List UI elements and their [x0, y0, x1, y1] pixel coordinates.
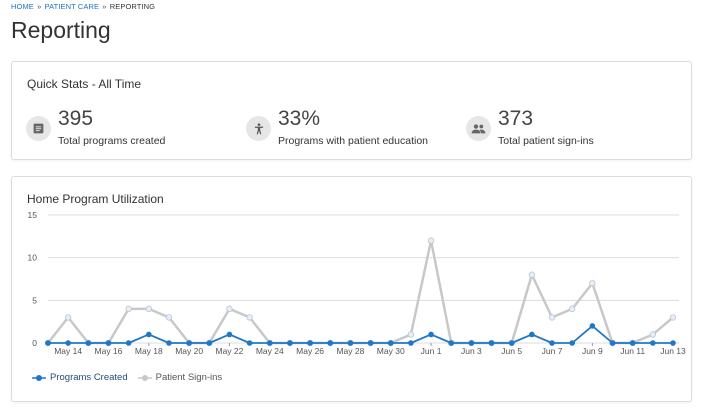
point-programs-created: [327, 340, 334, 346]
point-programs-created: [85, 340, 92, 346]
x-tick-label: May 18: [135, 346, 163, 356]
point-programs-created: [246, 340, 253, 346]
point-programs-created: [206, 340, 213, 346]
point-programs-created: [226, 331, 233, 338]
point-programs-created: [508, 340, 515, 346]
breadcrumb-home[interactable]: HOME: [11, 2, 34, 11]
point-programs-created: [428, 331, 434, 338]
quick-stats-title: Quick Stats - All Time: [27, 77, 142, 91]
x-tick-label: Jun 1: [421, 346, 442, 356]
point-programs-created: [287, 340, 293, 346]
point-programs-created: [569, 340, 575, 346]
point-programs-created: [65, 340, 71, 346]
page-title: Reporting: [11, 17, 111, 43]
point-programs-created: [609, 340, 616, 346]
y-tick-label: 0: [32, 338, 37, 348]
point-programs-created: [387, 340, 394, 346]
point-programs-created: [347, 340, 354, 346]
point-programs-created: [105, 340, 112, 346]
x-tick-label: May 20: [175, 346, 203, 356]
series-line-patient-signins: [47, 239, 674, 345]
stat-value: 373: [498, 107, 534, 130]
point-programs-created: [266, 340, 273, 346]
utilization-chart-svg: 0 5 10 15 May 14 May 16 May 18 May 20 May 22 May …: [28, 210, 686, 356]
legend-label: Patient Sign-ins: [155, 372, 223, 383]
point-patient-signins: [165, 314, 173, 321]
breadcrumb-separator: »: [37, 2, 42, 11]
point-programs-created: [650, 340, 656, 346]
point-patient-signins: [528, 271, 536, 278]
point-patient-signins: [669, 314, 677, 321]
point-patient-signins: [407, 331, 415, 338]
point-programs-created: [166, 340, 172, 346]
point-patient-signins: [64, 314, 72, 321]
point-programs-created: [125, 340, 132, 346]
stat-label: Total programs created: [58, 135, 166, 147]
x-tick-label: May 28: [336, 346, 364, 356]
point-programs-created: [307, 340, 313, 346]
accessibility-icon: [246, 116, 271, 141]
chart-legend: Programs Created Patient Sign-ins: [32, 372, 232, 383]
point-patient-signins: [226, 305, 233, 313]
point-patient-signins: [548, 314, 556, 321]
point-programs-created: [448, 340, 455, 346]
series-line-programs-created: [48, 325, 673, 344]
x-tick-label: May 16: [95, 346, 123, 356]
point-patient-signins: [589, 280, 596, 287]
point-programs-created: [589, 323, 596, 329]
stat-label: Programs with patient education: [278, 135, 428, 147]
x-tick-label: Jun 3: [461, 346, 482, 356]
x-tick-label: May 26: [296, 346, 324, 356]
x-tick-label: Jun 9: [582, 346, 603, 356]
breadcrumb-patient-care[interactable]: PATIENT CARE: [44, 2, 100, 11]
point-programs-created: [529, 331, 535, 338]
y-tick-label: 5: [32, 295, 37, 305]
x-tick-label: May 22: [216, 346, 244, 356]
point-programs-created: [670, 340, 676, 346]
y-tick-label: 10: [28, 253, 38, 263]
point-patient-signins: [427, 237, 435, 244]
point-programs-created: [45, 340, 51, 346]
utilization-chart: 0 5 10 15 May 14 May 16 May 18 May 20 May 22 May …: [12, 177, 693, 403]
point-patient-signins: [568, 305, 576, 313]
point-patient-signins: [145, 305, 153, 313]
utilization-card: Home Program Utilization 0 5 10 15 May 14 May…: [11, 176, 692, 402]
stat-label: Total patient sign-ins: [498, 135, 594, 147]
x-tick-label: Jun 7: [542, 346, 563, 356]
document-icon: [26, 116, 51, 141]
utilization-title: Home Program Utilization: [27, 192, 164, 206]
point-programs-created: [367, 340, 374, 346]
x-tick-label: Jun 11: [620, 346, 645, 356]
legend-programs-created[interactable]: Programs Created: [32, 372, 128, 383]
point-programs-created: [629, 340, 636, 346]
legend-patient-signins[interactable]: Patient Sign-ins: [137, 372, 223, 383]
stat-value: 33%: [278, 107, 321, 130]
point-patient-signins: [246, 314, 253, 321]
stat-value: 395: [58, 107, 94, 130]
breadcrumb-current: REPORTING: [109, 2, 156, 11]
quick-stats-card: Quick Stats - All Time 395 Total program…: [11, 61, 692, 160]
y-tick-label: 15: [28, 210, 38, 220]
point-programs-created: [408, 340, 414, 346]
point-programs-created: [146, 331, 152, 338]
point-programs-created: [549, 340, 555, 346]
point-patient-signins: [125, 305, 132, 313]
x-tick-label: May 14: [54, 346, 82, 356]
point-programs-created: [488, 340, 495, 346]
legend-label: Programs Created: [50, 372, 128, 383]
people-icon: [466, 116, 491, 141]
x-tick-label: May 30: [377, 346, 405, 356]
breadcrumb-separator: »: [102, 2, 107, 11]
point-programs-created: [468, 340, 475, 346]
x-tick-label: May 24: [256, 346, 284, 356]
breadcrumb: HOME » PATIENT CARE » REPORTING: [11, 2, 155, 11]
x-tick-label: Jun 5: [501, 346, 522, 356]
point-programs-created: [186, 340, 192, 346]
x-tick-label: Jun 13: [660, 346, 686, 356]
point-patient-signins: [649, 331, 657, 338]
